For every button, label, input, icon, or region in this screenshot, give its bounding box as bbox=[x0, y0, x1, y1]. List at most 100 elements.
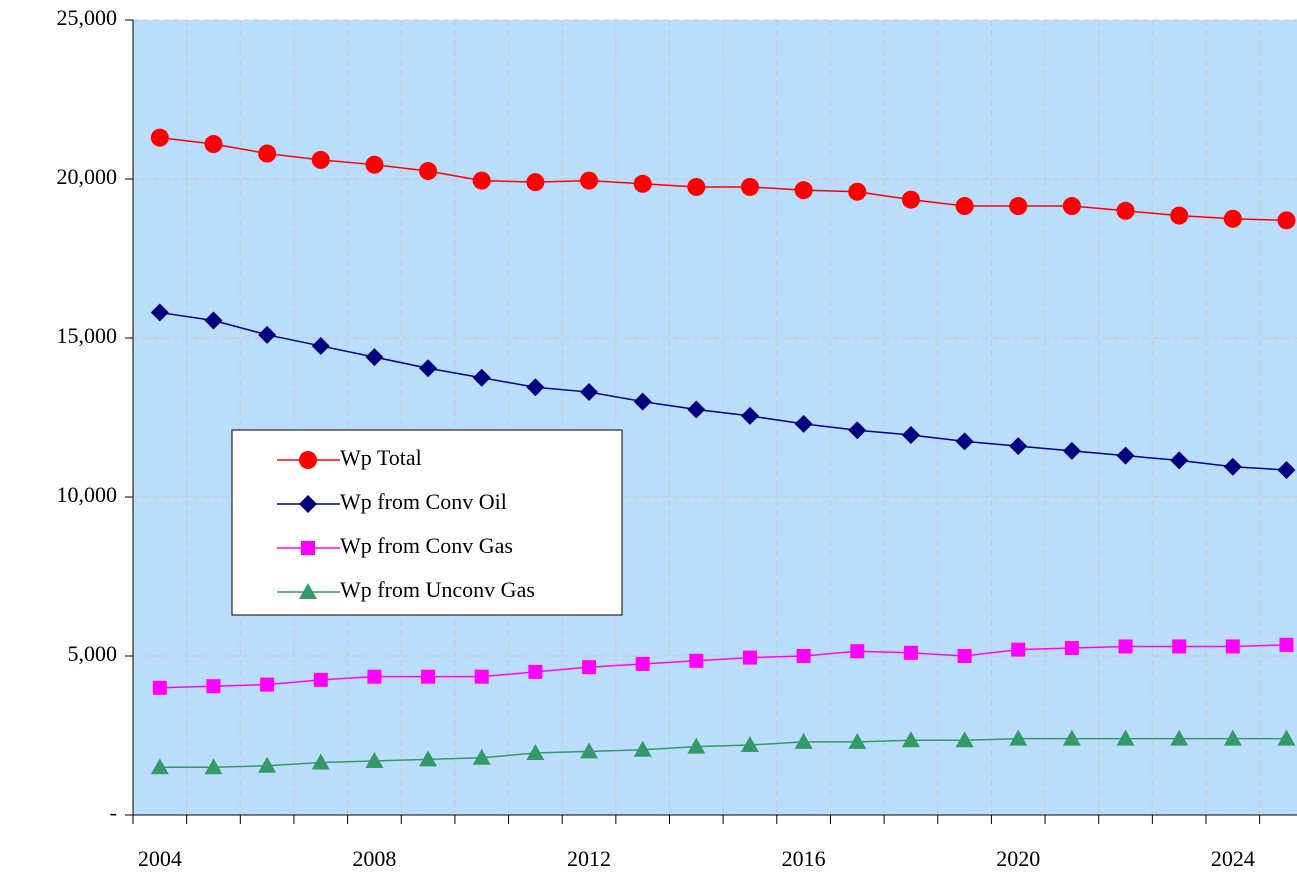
x-tick-label: 2008 bbox=[352, 846, 396, 871]
marker bbox=[848, 182, 867, 201]
marker bbox=[1277, 460, 1296, 479]
marker bbox=[260, 677, 275, 692]
marker bbox=[258, 325, 277, 344]
marker bbox=[299, 495, 317, 513]
y-tick-label: 20,000 bbox=[57, 164, 118, 189]
marker bbox=[633, 174, 652, 193]
marker bbox=[1118, 639, 1133, 654]
marker bbox=[794, 181, 813, 200]
marker bbox=[258, 144, 277, 163]
marker bbox=[258, 756, 277, 773]
marker bbox=[633, 392, 652, 411]
marker bbox=[580, 742, 599, 759]
legend-label: Wp Total bbox=[340, 445, 422, 470]
marker bbox=[472, 171, 491, 190]
legend-label: Wp from Conv Oil bbox=[340, 489, 507, 514]
marker bbox=[1223, 729, 1242, 746]
legend: Wp Total Wp from Conv Oil Wp from Conv Gas… bbox=[231, 429, 623, 616]
marker bbox=[1170, 729, 1189, 746]
marker bbox=[848, 732, 867, 749]
marker bbox=[1116, 201, 1135, 220]
marker bbox=[1223, 209, 1242, 228]
marker bbox=[421, 669, 436, 684]
marker bbox=[367, 669, 382, 684]
marker bbox=[204, 311, 223, 330]
marker bbox=[687, 177, 706, 196]
marker bbox=[740, 406, 759, 425]
marker bbox=[633, 740, 652, 757]
marker bbox=[365, 348, 384, 367]
marker bbox=[299, 451, 317, 469]
marker bbox=[740, 177, 759, 196]
marker bbox=[299, 583, 317, 599]
marker bbox=[794, 732, 813, 749]
marker bbox=[311, 753, 330, 770]
y-tick-label: 15,000 bbox=[57, 323, 118, 348]
marker bbox=[150, 128, 169, 147]
marker bbox=[687, 400, 706, 419]
marker bbox=[474, 669, 489, 684]
series-line bbox=[159, 644, 1287, 689]
marker bbox=[635, 656, 650, 671]
marker bbox=[472, 748, 491, 765]
marker bbox=[1062, 441, 1081, 460]
marker bbox=[794, 414, 813, 433]
marker bbox=[955, 731, 974, 748]
marker bbox=[1279, 637, 1294, 652]
marker bbox=[419, 162, 438, 181]
marker bbox=[206, 679, 221, 694]
marker bbox=[365, 155, 384, 174]
marker bbox=[580, 171, 599, 190]
marker bbox=[1009, 729, 1028, 746]
marker bbox=[301, 541, 315, 555]
legend-label: Wp from Unconv Gas bbox=[340, 577, 535, 602]
series-line bbox=[159, 737, 1287, 769]
marker bbox=[204, 135, 223, 154]
marker bbox=[1062, 729, 1081, 746]
marker bbox=[419, 750, 438, 767]
marker bbox=[150, 758, 169, 775]
marker bbox=[848, 421, 867, 440]
marker bbox=[742, 650, 757, 665]
marker bbox=[526, 378, 545, 397]
marker bbox=[1116, 446, 1135, 465]
marker bbox=[903, 645, 918, 660]
marker bbox=[1172, 639, 1187, 654]
x-tick-label: 2004 bbox=[138, 846, 182, 871]
marker bbox=[526, 743, 545, 760]
y-tick-label: - bbox=[110, 800, 117, 825]
marker bbox=[740, 736, 759, 753]
marker bbox=[1170, 451, 1189, 470]
marker bbox=[1011, 642, 1026, 657]
legend-label: Wp from Conv Gas bbox=[340, 533, 513, 558]
plot-area bbox=[133, 20, 1297, 815]
marker bbox=[528, 664, 543, 679]
marker bbox=[1277, 729, 1296, 746]
x-tick-label: 2020 bbox=[996, 846, 1040, 871]
marker bbox=[526, 173, 545, 192]
x-tick-label: 2016 bbox=[782, 846, 826, 871]
marker bbox=[152, 680, 167, 695]
marker bbox=[957, 649, 972, 663]
marker bbox=[850, 644, 865, 659]
marker bbox=[955, 197, 974, 216]
legend-box bbox=[231, 429, 623, 616]
marker bbox=[580, 383, 599, 402]
marker bbox=[689, 653, 704, 668]
x-tick-label: 2012 bbox=[567, 846, 611, 871]
marker bbox=[687, 737, 706, 754]
y-tick-label: 10,000 bbox=[57, 482, 118, 507]
marker bbox=[1277, 211, 1296, 230]
marker bbox=[1223, 457, 1242, 476]
marker bbox=[1170, 206, 1189, 225]
marker bbox=[419, 359, 438, 378]
marker bbox=[311, 336, 330, 355]
marker bbox=[1225, 639, 1240, 654]
marker bbox=[901, 190, 920, 209]
marker bbox=[204, 758, 223, 775]
marker bbox=[472, 368, 491, 387]
marker bbox=[1064, 641, 1079, 656]
marker bbox=[311, 150, 330, 169]
marker bbox=[955, 432, 974, 451]
marker bbox=[1009, 437, 1028, 456]
